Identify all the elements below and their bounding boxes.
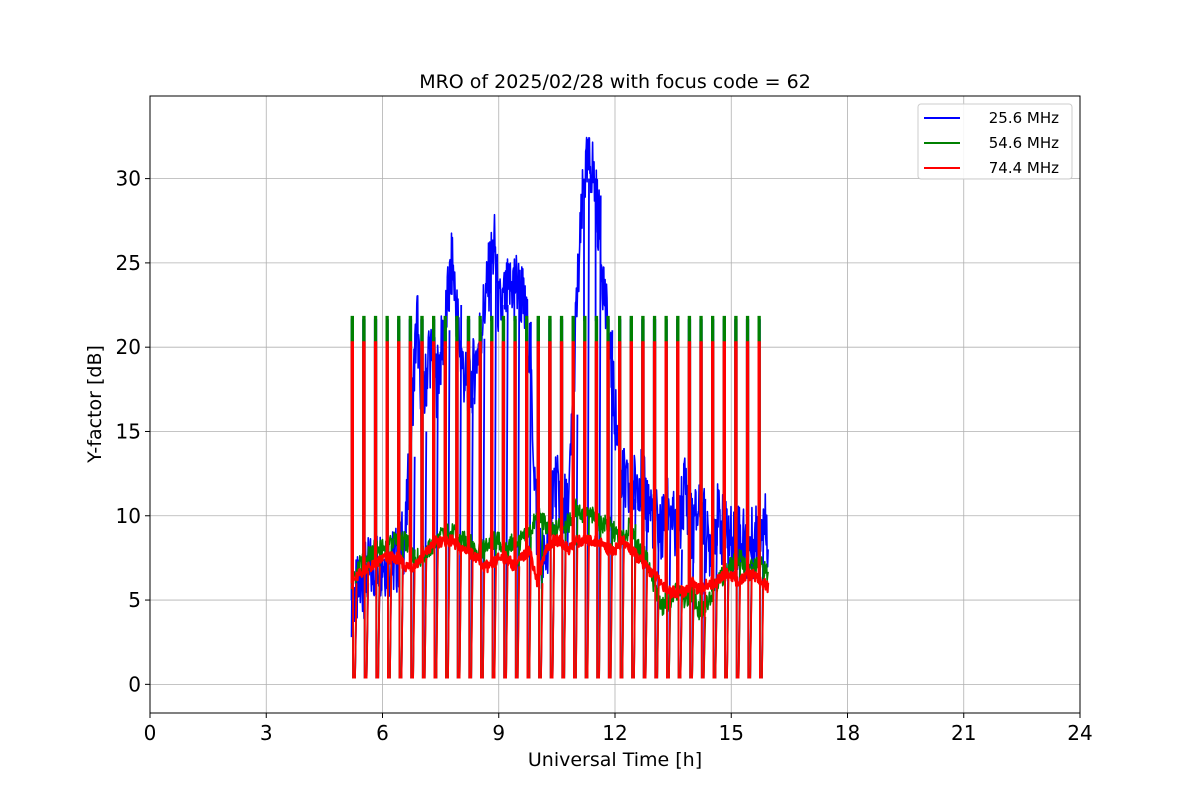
calibration-pulses bbox=[350, 341, 765, 679]
plot-area bbox=[350, 136, 770, 679]
y-tick-label: 30 bbox=[116, 167, 141, 191]
legend-box bbox=[917, 103, 1073, 180]
y-tick-label: 0 bbox=[128, 672, 141, 696]
x-tick-label: 0 bbox=[144, 721, 157, 745]
series-74_4-mhz bbox=[350, 341, 770, 679]
y-tick-label: 25 bbox=[116, 251, 141, 275]
chart-title: MRO of 2025/02/28 with focus code = 62 bbox=[419, 71, 811, 93]
x-tick-label: 6 bbox=[376, 721, 389, 745]
y-axis-label: Y-factor [dB] bbox=[84, 345, 106, 464]
legend-label: 25.6 MHz bbox=[989, 109, 1059, 127]
legend-label: 74.4 MHz bbox=[989, 159, 1059, 177]
x-axis-label: Universal Time [h] bbox=[528, 749, 702, 771]
y-tick-label: 10 bbox=[116, 504, 141, 528]
legend: 25.6 MHz 54.6 MHz 74.4 MHz bbox=[917, 103, 1073, 180]
x-tick-label: 12 bbox=[602, 721, 627, 745]
x-tick-label: 3 bbox=[260, 721, 273, 745]
x-tick-label: 15 bbox=[719, 721, 744, 745]
axes: 0 3 6 9 12 15 18 21 24 0 5 10 15 20 25 30 bbox=[116, 167, 1093, 745]
legend-label: 54.6 MHz bbox=[989, 134, 1059, 152]
x-tick-label: 9 bbox=[492, 721, 505, 745]
y-tick-label: 15 bbox=[116, 419, 141, 443]
x-tick-label: 21 bbox=[951, 721, 976, 745]
x-tick-label: 18 bbox=[835, 721, 860, 745]
y-tick-label: 5 bbox=[128, 588, 141, 612]
y-tick-label: 20 bbox=[116, 335, 141, 359]
x-tick-label: 24 bbox=[1067, 721, 1092, 745]
